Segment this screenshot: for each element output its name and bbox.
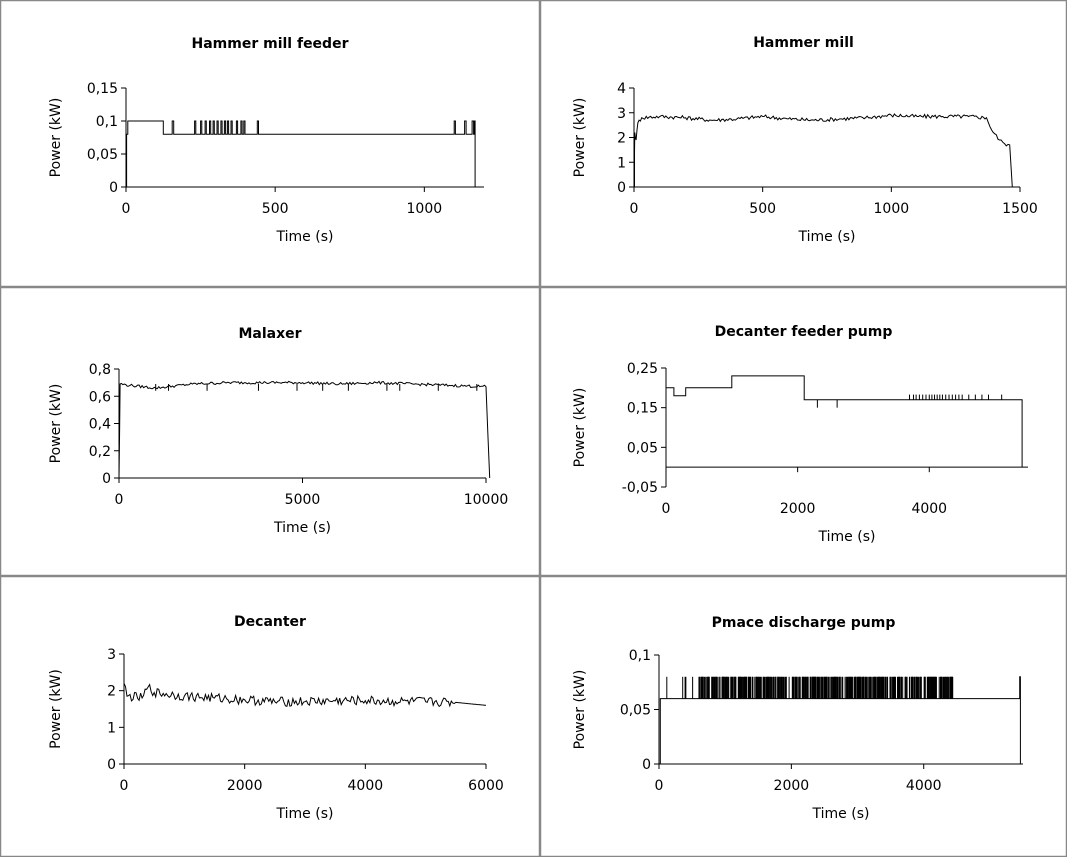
y-tick-label: 0,1 [96,114,118,130]
y-tick-label: 0 [107,757,116,773]
y-axis-label: Power (kW) [572,670,588,750]
chart-panel: Decanter 0 1 2 3 0 2000 4000 6000 Time (s) Power (… [0,576,540,857]
panel-border [0,0,540,287]
chart-svg: 0 1 2 3 0 2000 4000 6000 Time (s) Power (kW) [0,576,540,857]
y-tick-label: 1 [107,720,116,736]
y-tick-label: -0,05 [622,480,658,496]
y-tick-label: 0,6 [89,389,111,405]
x-tick-label: 4000 [348,778,384,794]
x-tick-label: 4000 [911,501,947,517]
chart-panel: Decanter feeder pump -0,05 0,05 0,15 0,25 0 20… [540,287,1067,576]
chart-title: Pmace discharge pump [711,615,896,631]
y-tick-label: 2 [617,131,626,147]
data-line [633,113,1013,188]
y-tick-label: 0,2 [89,444,111,460]
x-axis-label: Time (s) [798,229,856,245]
chart-panel: Malaxer 0 0,2 0,4 0,6 0,8 0 5000 10000 Time (s) Po… [0,287,540,576]
chart-title: Malaxer [238,326,302,342]
x-tick-label: 6000 [468,778,504,794]
chart-panel: Pmace discharge pump 0 0,05 0,1 0 2000 4000 Tim… [540,576,1067,857]
x-axis-label: Time (s) [273,520,331,536]
x-tick-label: 0 [630,201,639,217]
x-axis-label: Time (s) [276,806,334,822]
data-line [126,120,476,188]
data-line [118,380,491,479]
chart-svg: 0 0,05 0,1 0 2000 4000 Time (s) Power (kW) [540,576,1067,857]
x-tick-label: 0 [120,778,129,794]
x-axis-label: Time (s) [276,229,334,245]
panel-border [0,576,540,857]
x-tick-label: 2000 [774,778,810,794]
chart-title: Decanter feeder pump [714,324,893,340]
y-tick-label: 0,05 [620,703,651,719]
chart-title: Hammer mill feeder [191,36,349,52]
y-tick-label: 0 [617,180,626,196]
x-tick-label: 5000 [285,492,321,508]
y-tick-label: 2 [107,684,116,700]
chart-svg: 0 1 2 3 4 0 500 1000 1500 Time (s) Power (kW) [540,0,1067,287]
y-tick-label: 0 [102,471,111,487]
chart-panel: Hammer mill feeder 0 0,05 0,1 0,15 0 500 1000 Ti… [0,0,540,287]
y-tick-label: 3 [617,106,626,122]
x-tick-label: 1000 [874,201,910,217]
x-tick-label: 1000 [407,201,443,217]
y-tick-label: 0,4 [89,417,111,433]
y-tick-label: 0,05 [87,147,118,163]
x-tick-label: 10000 [464,492,509,508]
y-axis-label: Power (kW) [572,388,588,468]
y-axis-label: Power (kW) [572,98,588,178]
y-tick-label: 4 [617,81,626,97]
x-tick-label: 0 [662,501,671,517]
y-axis-label: Power (kW) [48,384,64,464]
y-tick-label: 0,15 [87,81,118,97]
data-line [659,676,1021,765]
y-tick-label: 0,05 [627,440,658,456]
y-axis-label: Power (kW) [48,669,64,749]
x-axis-label: Time (s) [818,529,876,545]
y-tick-label: 3 [107,647,116,663]
y-tick-label: 1 [617,155,626,171]
chart-svg: -0,05 0,05 0,15 0,25 0 2000 4000 Time (s) Power … [540,287,1067,576]
chart-panel: Hammer mill 0 1 2 3 4 0 500 1000 1500 Time (s) Powe… [540,0,1067,287]
chart-title: Decanter [234,614,306,630]
chart-title: Hammer mill [753,35,854,51]
y-tick-label: 0,8 [89,362,111,378]
x-tick-label: 0 [115,492,124,508]
x-tick-label: 0 [655,778,664,794]
x-tick-label: 500 [749,201,776,217]
x-tick-label: 0 [122,201,131,217]
data-line [123,683,487,708]
panel-border [540,287,1067,576]
x-tick-label: 2000 [780,501,816,517]
chart-svg: 0 0,05 0,1 0,15 0 500 1000 Time (s) Power (kW) [0,0,540,287]
data-line [666,375,1023,468]
y-tick-label: 0,15 [627,401,658,417]
y-tick-label: 0 [642,757,651,773]
y-axis-label: Power (kW) [48,98,64,178]
panel-border [0,287,540,576]
y-tick-label: 0 [109,180,118,196]
y-tick-label: 0,1 [629,648,651,664]
x-tick-label: 4000 [906,778,942,794]
x-tick-label: 1500 [1002,201,1038,217]
chart-svg: 0 0,2 0,4 0,6 0,8 0 5000 10000 Time (s) Power (kW… [0,287,540,576]
x-tick-label: 500 [262,201,289,217]
x-axis-label: Time (s) [812,806,870,822]
y-tick-label: 0,25 [627,361,658,377]
x-tick-label: 2000 [227,778,263,794]
